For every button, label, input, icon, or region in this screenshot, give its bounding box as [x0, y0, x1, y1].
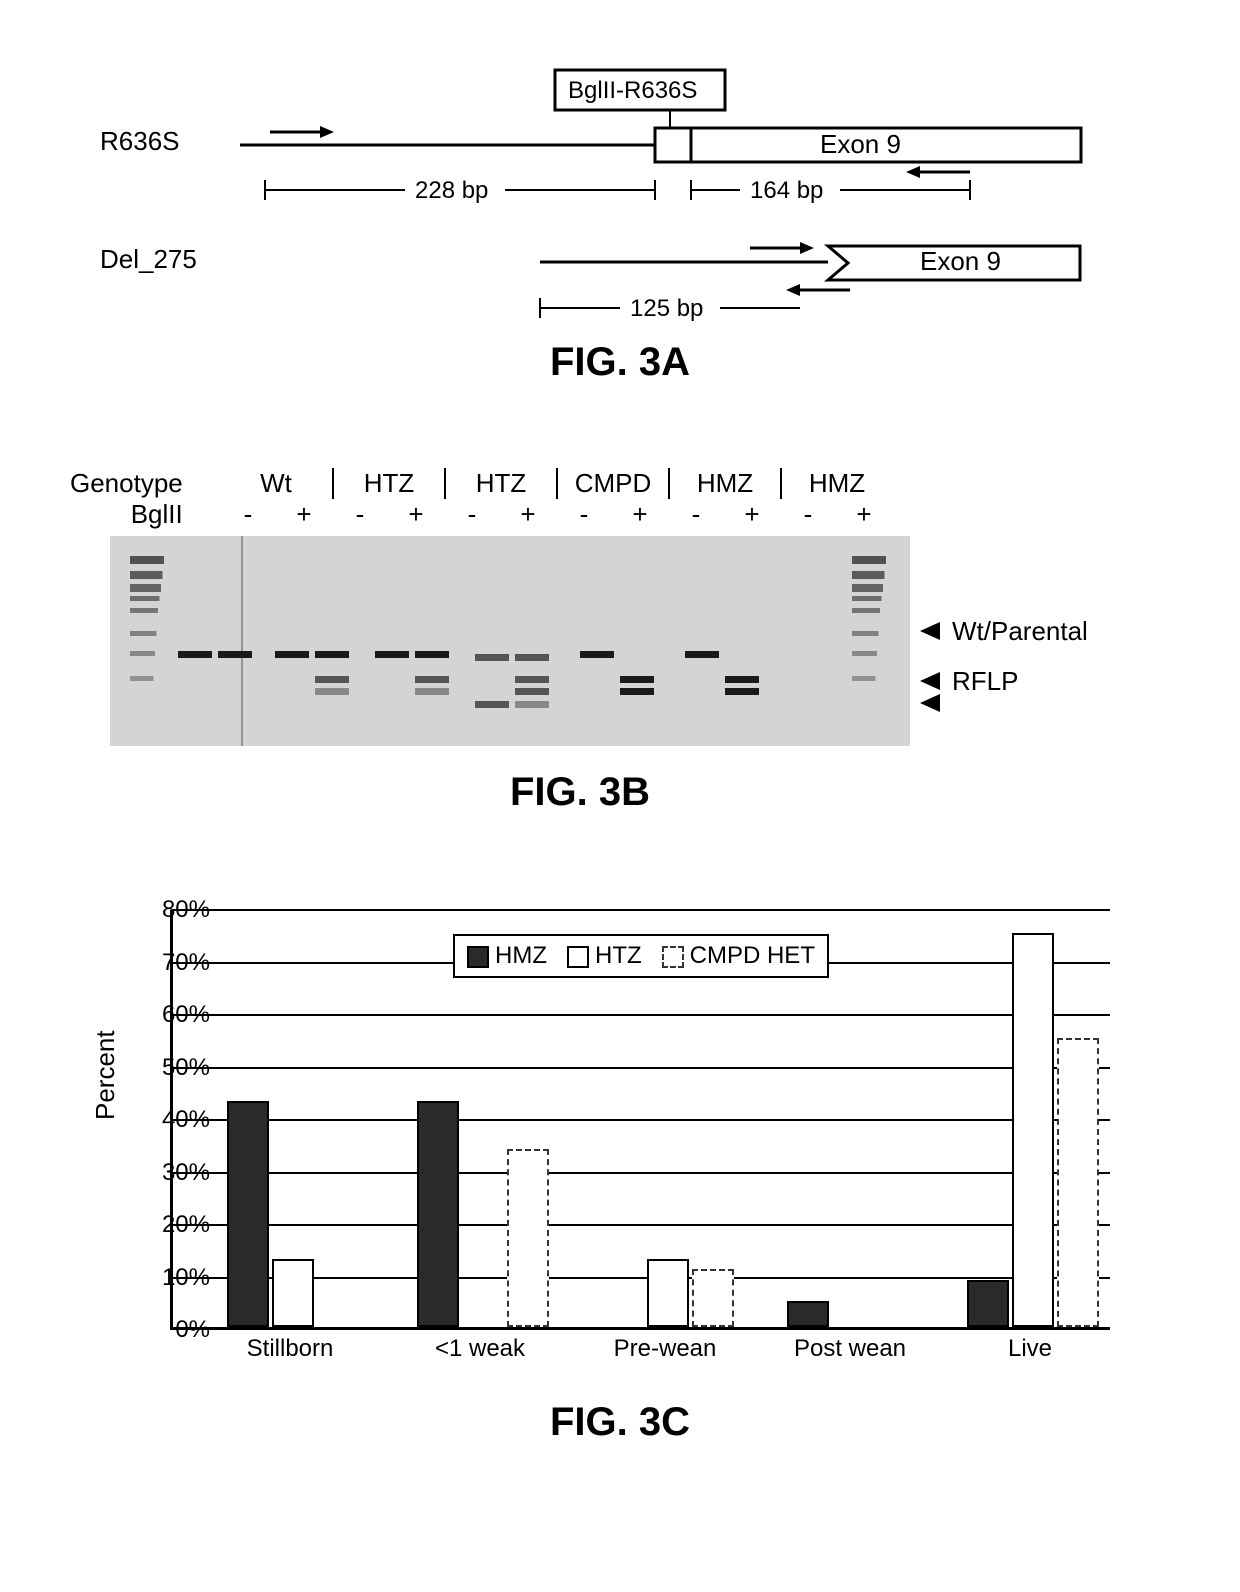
- y-axis-label: Percent: [90, 1030, 121, 1120]
- legend-item-cmpd: CMPD HET: [662, 942, 815, 970]
- legend: HMZ HTZ CMPD HET: [453, 934, 829, 978]
- bglii-state: +: [276, 499, 332, 530]
- bar: [1012, 933, 1054, 1327]
- svg-text:164 bp: 164 bp: [750, 177, 823, 204]
- bglii-state: -: [332, 499, 388, 530]
- figure-3a: R636S BglII-R636S Exon 9 228 bp 164 bp: [100, 50, 1140, 400]
- bar: [417, 1101, 459, 1327]
- genotype-label: HMZ: [780, 468, 892, 499]
- gel-image: [110, 536, 910, 746]
- bar-group: [417, 1101, 549, 1327]
- del275-exon-label: Exon 9: [920, 246, 1001, 276]
- genotype-label: Wt: [220, 468, 332, 499]
- bglii-state: +: [388, 499, 444, 530]
- x-tick-label: <1 weak: [435, 1335, 525, 1363]
- x-tick-label: Stillborn: [247, 1335, 334, 1363]
- bar: [787, 1301, 829, 1327]
- dim-125bp: 125 bp: [540, 284, 850, 322]
- dim-228bp: 228 bp: [265, 177, 655, 204]
- bglii-row: -+-+-+-+-+-+: [220, 499, 892, 530]
- bar: [1057, 1038, 1099, 1327]
- fig-3a-title: FIG. 3A: [100, 340, 1140, 385]
- r636s-label: R636S: [100, 126, 180, 156]
- bar: [647, 1259, 689, 1327]
- bglii-state: +: [500, 499, 556, 530]
- bglii-state: +: [836, 499, 892, 530]
- bglii-state: -: [444, 499, 500, 530]
- bar: [272, 1259, 314, 1327]
- bglii-state: -: [556, 499, 612, 530]
- bar-group: [227, 1101, 359, 1327]
- dim-164bp: 164 bp: [691, 166, 970, 204]
- fig-3a-diagram: R636S BglII-R636S Exon 9 228 bp 164 bp: [100, 50, 1140, 340]
- x-tick-label: Post wean: [794, 1335, 906, 1363]
- genotype-label: HMZ: [668, 468, 780, 499]
- legend-item-htz: HTZ: [567, 942, 642, 970]
- fig-3c-title: FIG. 3C: [90, 1400, 1150, 1445]
- figure-3c: Percent 0%10%20%30%40%50%60%70%80% HMZ H…: [90, 890, 1150, 1490]
- svg-text:228 bp: 228 bp: [415, 177, 488, 204]
- bglii-box-label: BglII-R636S: [568, 77, 697, 104]
- x-tick-label: Pre-wean: [614, 1335, 717, 1363]
- svg-text:125 bp: 125 bp: [630, 295, 703, 322]
- chart-plot-area: HMZ HTZ CMPD HET: [170, 910, 1110, 1330]
- genotype-row: WtHTZHTZCMPDHMZHMZ: [220, 468, 892, 499]
- fig-3b-header: WtHTZHTZCMPDHMZHMZ -+-+-+-+-+-+: [220, 468, 892, 530]
- r636s-exon-label: Exon 9: [820, 129, 901, 159]
- bglii-state: +: [612, 499, 668, 530]
- figure-3b: Genotype BglII WtHTZHTZCMPDHMZHMZ -+-+-+…: [70, 450, 1170, 830]
- bglii-state: +: [724, 499, 780, 530]
- fig-3b-rowlabels: Genotype BglII: [70, 468, 183, 530]
- bglii-state: -: [668, 499, 724, 530]
- x-tick-label: Live: [1008, 1335, 1052, 1363]
- bar: [507, 1149, 549, 1328]
- genotype-label: HTZ: [332, 468, 444, 499]
- gel-right-annotations: Wt/Parental RFLP: [920, 615, 1088, 719]
- bar: [967, 1280, 1009, 1327]
- legend-item-hmz: HMZ: [467, 942, 547, 970]
- gridline: [173, 909, 1110, 911]
- bar: [227, 1101, 269, 1327]
- bar-group: [967, 933, 1099, 1327]
- bar-group: [787, 1301, 919, 1327]
- wt-parental-label: Wt/Parental: [920, 615, 1088, 647]
- bar: [692, 1269, 734, 1327]
- bar-group: [602, 1259, 734, 1327]
- bglii-state: -: [220, 499, 276, 530]
- genotype-label: HTZ: [444, 468, 556, 499]
- bglii-state: -: [780, 499, 836, 530]
- genotype-label: CMPD: [556, 468, 668, 499]
- fig-3b-title: FIG. 3B: [70, 770, 1090, 815]
- del275-label: Del_275: [100, 244, 197, 274]
